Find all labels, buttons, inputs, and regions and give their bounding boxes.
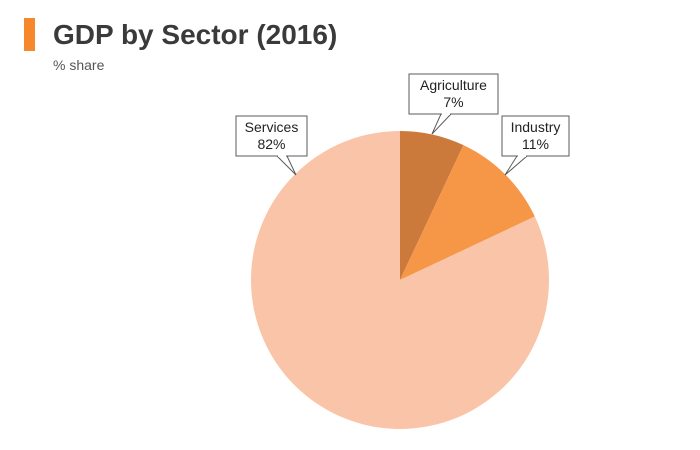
callout-box: [408, 73, 499, 115]
slice-value-services: 82%: [257, 136, 285, 152]
slice-value-agriculture: 7%: [443, 94, 463, 110]
title-accent-bar: [24, 18, 35, 51]
slice-label-services: Services: [245, 119, 299, 135]
slice-label-agriculture: Agriculture: [420, 77, 487, 93]
callout-pointer: [276, 155, 297, 176]
callout-box: [501, 115, 570, 157]
pie-slice-services: [250, 131, 549, 429]
chart-title: GDP by Sector (2016): [53, 19, 338, 50]
callout-pointer: [431, 113, 452, 135]
slice-value-industry: 11%: [522, 136, 549, 152]
slice-label-industry: Industry: [511, 119, 561, 135]
pie-slice-agriculture: [400, 131, 464, 280]
callout-box: [235, 115, 308, 157]
callout-pointer: [504, 155, 528, 176]
pie-slice-industry: [400, 145, 535, 280]
chart-subtitle: % share: [53, 57, 105, 73]
